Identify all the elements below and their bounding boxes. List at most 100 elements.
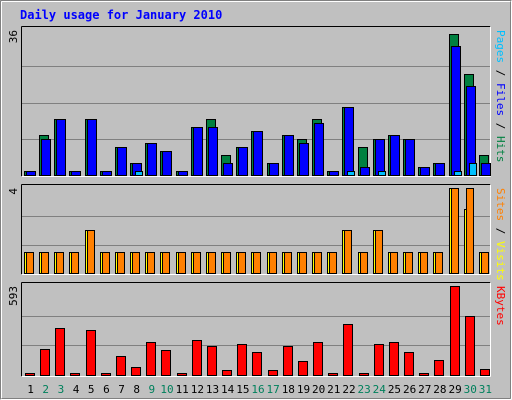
scale-max-label: 36 bbox=[7, 30, 20, 43]
bar-sites-day-27 bbox=[420, 252, 428, 274]
day-label-9: 9 bbox=[149, 383, 156, 396]
bar-kbytes-day-23 bbox=[359, 373, 369, 376]
day-label-20: 20 bbox=[312, 383, 325, 396]
bar-kbytes-day-7 bbox=[116, 356, 126, 376]
bar-sites-day-13 bbox=[208, 252, 216, 274]
bar-kbytes-day-24 bbox=[374, 344, 384, 376]
bar-kbytes-day-20 bbox=[313, 342, 323, 376]
bar-kbytes-day-31 bbox=[480, 369, 490, 376]
bar-files-day-23 bbox=[360, 167, 370, 176]
bar-files-day-25 bbox=[390, 135, 400, 176]
panel-requests: 36 Pages / Files / Hits bbox=[7, 26, 507, 177]
panel-visits: 4 Sites / Visits bbox=[7, 184, 507, 281]
bar-files-day-19 bbox=[299, 143, 309, 176]
chart-title: Daily usage for January 2010 bbox=[20, 8, 222, 22]
bar-kbytes-day-14 bbox=[222, 370, 232, 376]
day-label-25: 25 bbox=[388, 383, 401, 396]
bar-kbytes-day-2 bbox=[40, 349, 50, 376]
bar-files-day-20 bbox=[314, 123, 324, 176]
day-label-5: 5 bbox=[88, 383, 95, 396]
bar-kbytes-day-29 bbox=[450, 286, 460, 376]
bar-files-day-28 bbox=[435, 163, 445, 176]
bar-kbytes-day-19 bbox=[298, 361, 308, 376]
bar-files-day-27 bbox=[420, 167, 430, 176]
day-label-13: 13 bbox=[206, 383, 219, 396]
day-label-2: 2 bbox=[42, 383, 49, 396]
day-label-12: 12 bbox=[191, 383, 204, 396]
bar-kbytes-day-21 bbox=[328, 373, 338, 376]
day-label-11: 11 bbox=[176, 383, 189, 396]
bar-sites-day-3 bbox=[56, 252, 64, 274]
day-label-8: 8 bbox=[133, 383, 140, 396]
day-label-15: 15 bbox=[236, 383, 249, 396]
bar-kbytes-day-10 bbox=[161, 350, 171, 376]
bar-sites-day-8 bbox=[132, 252, 140, 274]
day-label-30: 30 bbox=[464, 383, 477, 396]
bar-kbytes-day-13 bbox=[207, 346, 217, 376]
bar-kbytes-day-8 bbox=[131, 367, 141, 376]
day-label-18: 18 bbox=[282, 383, 295, 396]
scale-max-label: 593 bbox=[7, 286, 20, 306]
legend-sites: Sites bbox=[494, 188, 507, 221]
bar-sites-day-24 bbox=[375, 230, 383, 274]
bar-sites-day-28 bbox=[435, 252, 443, 274]
bar-sites-day-1 bbox=[26, 252, 34, 274]
bar-kbytes-day-5 bbox=[86, 330, 96, 376]
bar-files-day-31 bbox=[481, 163, 491, 176]
bar-kbytes-day-30 bbox=[465, 316, 475, 376]
panel-legend: Sites / Visits bbox=[494, 188, 507, 281]
bar-pages-day-29 bbox=[454, 171, 462, 176]
bar-files-day-2 bbox=[41, 139, 51, 176]
bar-kbytes-day-16 bbox=[252, 352, 262, 376]
bar-sites-day-4 bbox=[71, 252, 79, 274]
bar-files-day-18 bbox=[284, 135, 294, 176]
bar-files-day-3 bbox=[56, 119, 66, 176]
bar-sites-day-21 bbox=[329, 252, 337, 274]
bar-sites-day-14 bbox=[223, 252, 231, 274]
day-label-19: 19 bbox=[297, 383, 310, 396]
bar-sites-day-26 bbox=[405, 252, 413, 274]
bar-files-day-11 bbox=[178, 171, 188, 176]
bar-sites-day-5 bbox=[87, 230, 95, 274]
day-label-24: 24 bbox=[373, 383, 387, 396]
bar-files-day-21 bbox=[329, 171, 339, 176]
legend-separator: / bbox=[494, 116, 507, 136]
day-label-31: 31 bbox=[479, 383, 492, 396]
panel-legend: Pages / Files / Hits bbox=[494, 30, 507, 163]
bar-sites-day-11 bbox=[178, 252, 186, 274]
bar-files-day-15 bbox=[238, 147, 248, 176]
bar-kbytes-day-11 bbox=[177, 373, 187, 376]
bar-files-day-1 bbox=[26, 171, 36, 176]
bar-kbytes-day-4 bbox=[70, 373, 80, 376]
scale-max-label: 4 bbox=[7, 188, 20, 195]
day-label-21: 21 bbox=[327, 383, 340, 396]
bar-kbytes-day-17 bbox=[268, 370, 278, 376]
legend-pages: Pages bbox=[494, 30, 507, 63]
bar-files-day-29 bbox=[451, 46, 461, 176]
bar-sites-day-17 bbox=[269, 252, 277, 274]
day-label-26: 26 bbox=[403, 383, 416, 396]
bar-files-day-10 bbox=[162, 151, 172, 176]
day-label-27: 27 bbox=[418, 383, 431, 396]
bar-files-day-13 bbox=[208, 127, 218, 176]
bar-sites-day-6 bbox=[102, 252, 110, 274]
panel-legend: KBytes bbox=[494, 286, 507, 326]
day-label-4: 4 bbox=[73, 383, 80, 396]
day-label-1: 1 bbox=[27, 383, 34, 396]
bar-files-day-5 bbox=[87, 119, 97, 176]
bar-kbytes-day-25 bbox=[389, 342, 399, 376]
bar-sites-day-10 bbox=[162, 252, 170, 274]
bar-kbytes-day-9 bbox=[146, 342, 156, 376]
bar-kbytes-day-15 bbox=[237, 344, 247, 376]
bar-kbytes-day-22 bbox=[343, 324, 353, 376]
bar-sites-day-18 bbox=[284, 252, 292, 274]
panel-kbytes: 593 KBytes bbox=[7, 282, 507, 377]
legend-visits: Visits bbox=[494, 241, 507, 281]
bar-files-day-26 bbox=[405, 139, 415, 176]
bar-sites-day-30 bbox=[466, 188, 474, 274]
bar-kbytes-day-3 bbox=[55, 328, 65, 376]
bar-files-day-16 bbox=[253, 131, 263, 176]
bar-sites-day-15 bbox=[238, 252, 246, 274]
bar-files-day-6 bbox=[102, 171, 112, 176]
bar-files-day-22 bbox=[344, 107, 354, 176]
